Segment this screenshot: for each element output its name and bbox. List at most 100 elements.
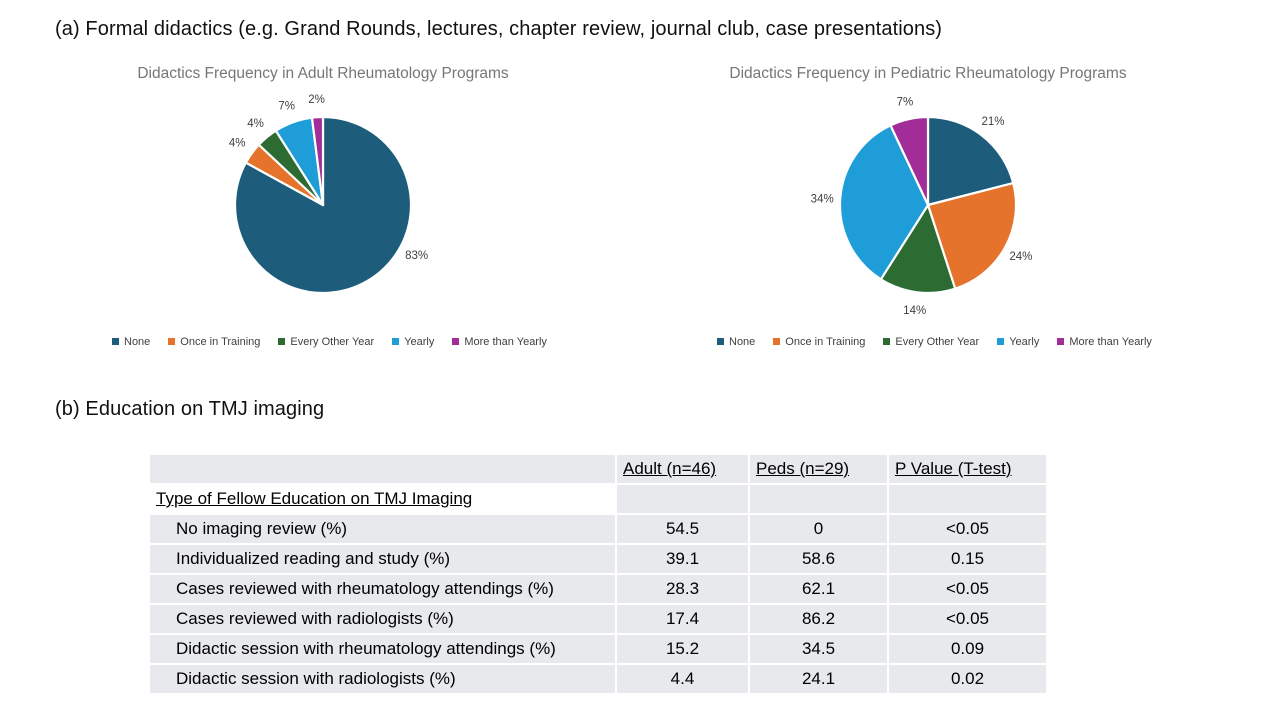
- column-header-blank: [150, 455, 615, 483]
- legend-swatch-icon: [1057, 338, 1065, 346]
- legend-swatch-icon: [278, 338, 286, 346]
- legend-item-every-other-year: Every Other Year: [883, 336, 979, 348]
- peds-value: 24.1: [750, 665, 887, 693]
- legend-label: Yearly: [1009, 335, 1040, 348]
- legend-label: More than Yearly: [464, 335, 547, 348]
- pie-svg: 83% 4%4% 7% 2%: [229, 95, 428, 295]
- table-row: Cases reviewed with radiologists (%) 17.4…: [150, 605, 1046, 633]
- adult-value: 39.1: [617, 545, 748, 573]
- table-row: No imaging review (%) 54.5 0 <0.05: [150, 515, 1046, 543]
- adult-didactics-chart: Didactics Frequency in Adult Rheumatolog…: [103, 63, 547, 350]
- legend-label: Every Other Year: [290, 335, 375, 348]
- adult-value: 28.3: [617, 575, 748, 603]
- adult-value: 15.2: [617, 635, 748, 663]
- legend-item-more-than-yearly: More than Yearly: [452, 336, 547, 348]
- legend-label: None: [124, 335, 151, 348]
- pie-chart: 83% 4% 4% 7% 2%: [103, 93, 543, 328]
- legend-swatch-icon: [997, 338, 1005, 346]
- pediatric-didactics-chart: Didactics Frequency in Pediatric Rheumat…: [708, 63, 1152, 350]
- education-table: Adult (n=46) Peds (n=29) P Value (T-test…: [148, 453, 1048, 695]
- pie-slice-more-than-yearly: [310, 116, 325, 207]
- empty-cell: [889, 485, 1046, 513]
- peds-value: 58.6: [750, 545, 887, 573]
- pie-slice-yearly: [838, 124, 930, 281]
- p-value: <0.05: [889, 575, 1046, 603]
- table-row: Cases reviewed with rheumatology attendi…: [150, 575, 1046, 603]
- row-label: Individualized reading and study (%): [150, 545, 615, 573]
- legend-item-once-in-training: Once in Training: [168, 336, 260, 348]
- table-row: Individualized reading and study (%) 39.1…: [150, 545, 1046, 573]
- p-value: 0.15: [889, 545, 1046, 573]
- row-label: No imaging review (%): [150, 515, 615, 543]
- pie-data-label: 4%: [229, 138, 246, 150]
- p-value: <0.05: [889, 605, 1046, 633]
- legend-item-every-other-year: Every Other Year: [278, 336, 374, 348]
- empty-cell: [750, 485, 887, 513]
- peds-value: 62.1: [750, 575, 887, 603]
- peds-value: 0: [750, 515, 887, 543]
- chart-legend: None Once in Training Every Other Year Year…: [708, 332, 1152, 350]
- table-header-row: Adult (n=46) Peds (n=29) P Value (T-test…: [150, 455, 1046, 483]
- row-label: Cases reviewed with rheumatology attendi…: [150, 575, 615, 603]
- section-b-title: (b) Education on TMJ imaging: [55, 398, 325, 420]
- table-row: Didactic session with rheumatology atten…: [150, 635, 1046, 663]
- pie-svg: 21% 24% 14% 34% 7%: [811, 97, 1033, 318]
- pie-data-label: 34%: [811, 194, 834, 206]
- p-value: <0.05: [889, 515, 1046, 543]
- legend-item-none: None: [112, 336, 150, 348]
- row-label: Didactic session with rheumatology atten…: [150, 635, 615, 663]
- pie-data-label: 21%: [981, 117, 1004, 129]
- legend-label: Once in Training: [785, 335, 866, 348]
- legend-swatch-icon: [717, 338, 724, 346]
- section-row-label: Type of Fellow Education on TMJ Imaging: [150, 485, 615, 513]
- legend-label: Every Other Year: [895, 335, 980, 348]
- peds-value: 34.5: [750, 635, 887, 663]
- education-table-wrap: Adult (n=46) Peds (n=29) P Value (T-test…: [148, 453, 1048, 695]
- adult-value: 4.4: [617, 665, 748, 693]
- legend-item-more-than-yearly: More than Yearly: [1057, 336, 1152, 348]
- legend-swatch-icon: [452, 338, 460, 346]
- p-value: 0.09: [889, 635, 1046, 663]
- pie-slice-every-other-year: [879, 204, 957, 295]
- chart-legend: None Once in Training Every Other Year Year…: [103, 332, 547, 350]
- table-body: Type of Fellow Education on TMJ Imaging …: [150, 485, 1046, 693]
- legend-item-yearly: Yearly: [392, 336, 434, 348]
- pie-slice-none: [926, 116, 1015, 207]
- pie-data-label: 7%: [278, 101, 295, 113]
- pie-data-label: 24%: [1009, 251, 1032, 263]
- empty-cell: [617, 485, 748, 513]
- pie-data-label: 2%: [308, 95, 325, 107]
- pie-slice-once-in-training: [926, 182, 1018, 291]
- legend-item-once-in-training: Once in Training: [773, 336, 865, 348]
- pie-slice-more-than-yearly: [889, 116, 930, 207]
- legend-swatch-icon: [392, 338, 400, 346]
- adult-value: 54.5: [617, 515, 748, 543]
- legend-item-yearly: Yearly: [997, 336, 1039, 348]
- column-header-adult: Adult (n=46): [617, 455, 748, 483]
- adult-value: 17.4: [617, 605, 748, 633]
- row-label: Cases reviewed with radiologists (%): [150, 605, 615, 633]
- section-a-title: (a) Formal didactics (e.g. Grand Rounds,…: [55, 18, 943, 40]
- p-value: 0.02: [889, 665, 1046, 693]
- pie-data-label: 83%: [405, 250, 428, 262]
- legend-label: Yearly: [404, 335, 435, 348]
- legend-swatch-icon: [883, 338, 891, 346]
- chart-title: Didactics Frequency in Pediatric Rheumat…: [729, 65, 1127, 82]
- pie-data-label: 4%: [247, 119, 264, 131]
- legend-item-none: None: [717, 336, 755, 348]
- pie-data-label: 14%: [903, 306, 926, 318]
- pie-data-label: 7%: [897, 97, 914, 109]
- section-row: Type of Fellow Education on TMJ Imaging: [150, 485, 1046, 513]
- legend-swatch-icon: [168, 338, 176, 346]
- pie-chart: 21% 24% 14% 34% 7%: [708, 93, 1148, 328]
- row-label: Didactic session with radiologists (%): [150, 665, 615, 693]
- table-row: Didactic session with radiologists (%) 4.…: [150, 665, 1046, 693]
- legend-swatch-icon: [773, 338, 781, 346]
- legend-label: More than Yearly: [1069, 335, 1152, 348]
- chart-title: Didactics Frequency in Adult Rheumatolog…: [137, 65, 509, 82]
- peds-value: 86.2: [750, 605, 887, 633]
- legend-swatch-icon: [112, 338, 119, 346]
- column-header-pvalue: P Value (T-test): [889, 455, 1046, 483]
- column-header-peds: Peds (n=29): [750, 455, 887, 483]
